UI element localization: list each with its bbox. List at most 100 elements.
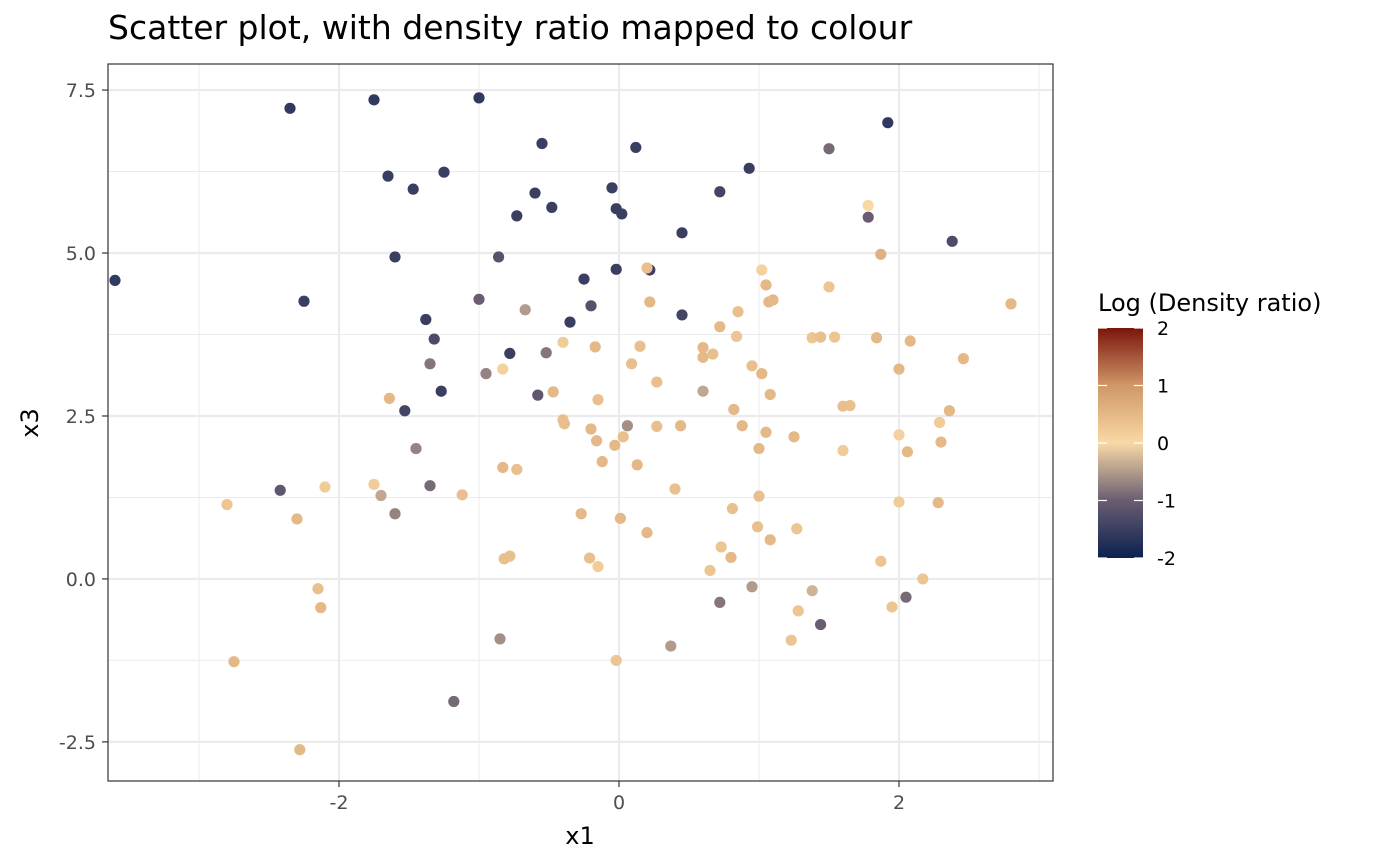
- scatter-point: [383, 392, 395, 404]
- scatter-point: [728, 403, 740, 416]
- scatter-point: [546, 201, 558, 213]
- scatter-point: [893, 363, 905, 375]
- scatter-point: [532, 389, 544, 401]
- scatter-point: [882, 117, 894, 129]
- scatter-point: [294, 744, 306, 756]
- scatter-point: [368, 94, 380, 106]
- scatter-point: [375, 489, 387, 502]
- scatter-point: [519, 304, 531, 316]
- data-points: [109, 92, 1017, 756]
- scatter-point: [480, 368, 492, 380]
- scatter-point: [934, 416, 946, 429]
- scatter-point: [675, 420, 687, 432]
- scatter-point: [456, 489, 468, 501]
- scatter-point: [428, 333, 440, 345]
- scatter-point: [875, 248, 887, 260]
- scatter-point: [932, 497, 944, 509]
- scatter-point: [886, 601, 898, 613]
- scatter-point: [592, 560, 604, 573]
- scatter-point: [616, 208, 628, 220]
- scatter-point: [651, 420, 663, 433]
- x-axis-title: x1: [565, 822, 594, 850]
- scatter-point: [815, 618, 827, 631]
- legend-tick-label: -1: [1157, 491, 1176, 513]
- scatter-point: [575, 508, 587, 520]
- scatter-point: [540, 347, 552, 359]
- scatter-point: [935, 436, 947, 448]
- scatter-point: [592, 394, 604, 406]
- scatter-point: [760, 426, 772, 438]
- scatter-point: [844, 399, 856, 412]
- scatter-point: [610, 654, 622, 667]
- scatter-point: [669, 483, 681, 495]
- scatter-point: [715, 541, 727, 553]
- scatter-point: [862, 211, 874, 223]
- scatter-point: [473, 293, 485, 305]
- scatter-point: [298, 295, 310, 307]
- scatter-point: [676, 227, 688, 239]
- scatter-point: [792, 605, 804, 617]
- y-axis-title: x3: [16, 408, 44, 437]
- scatter-point: [714, 321, 726, 333]
- scatter-point: [791, 523, 803, 535]
- scatter-point: [578, 273, 590, 285]
- scatter-point: [1005, 298, 1017, 310]
- y-tick-label: 0.0: [66, 569, 96, 591]
- legend-tick-label: -2: [1157, 548, 1176, 570]
- scatter-point: [547, 386, 559, 398]
- scatter-point: [438, 166, 450, 178]
- scatter-point: [756, 368, 768, 380]
- plot-panel-border: [107, 63, 1054, 782]
- scatter-point: [875, 555, 887, 567]
- scatter-point: [589, 341, 601, 353]
- scatter-point: [746, 360, 758, 372]
- scatter-point: [871, 332, 883, 344]
- scatter-point: [823, 281, 835, 293]
- scatter-point: [368, 478, 380, 491]
- scatter-point: [626, 358, 638, 370]
- scatter-point: [511, 210, 523, 222]
- scatter-point: [767, 294, 779, 306]
- scatter-point: [564, 316, 576, 328]
- x-axis: -2 0 2: [330, 781, 905, 814]
- scatter-point: [957, 353, 970, 365]
- scatter-point: [424, 480, 436, 492]
- scatter-point: [788, 431, 800, 443]
- scatter-point: [736, 420, 748, 432]
- scatter-point: [584, 552, 596, 564]
- scatter-point: [746, 581, 758, 593]
- legend-ticks: 2 1 0 -1 -2: [1098, 318, 1176, 570]
- x-tick-label: -2: [330, 792, 349, 814]
- scatter-point: [536, 137, 548, 150]
- scatter-point: [221, 499, 233, 511]
- scatter-point: [823, 143, 835, 155]
- scatter-point: [904, 335, 916, 347]
- scatter-point: [644, 296, 656, 308]
- scatter-point: [448, 695, 460, 708]
- scatter-point: [893, 496, 905, 508]
- scatter-point: [228, 656, 240, 668]
- scatter-point: [707, 348, 719, 360]
- scatter-point: [731, 330, 743, 343]
- scatter-point: [697, 341, 709, 354]
- y-tick-label: 2.5: [66, 406, 96, 428]
- scatter-point: [504, 550, 516, 562]
- scatter-point: [284, 102, 296, 114]
- scatter-point: [641, 527, 653, 539]
- scatter-point: [829, 331, 841, 343]
- scatter-point: [753, 442, 765, 455]
- scatter-point: [558, 418, 571, 430]
- scatter-point: [634, 340, 646, 352]
- scatter-point: [917, 573, 929, 585]
- scatter-point: [893, 429, 905, 441]
- scatter-point: [382, 170, 394, 182]
- scatter-point: [504, 347, 516, 360]
- scatter-point: [697, 351, 709, 363]
- scatter-point: [109, 274, 121, 287]
- scatter-point: [900, 591, 912, 603]
- scatter-point: [617, 431, 629, 443]
- scatter-point: [697, 385, 709, 397]
- y-tick-label: 7.5: [66, 80, 96, 102]
- scatter-point: [837, 444, 849, 457]
